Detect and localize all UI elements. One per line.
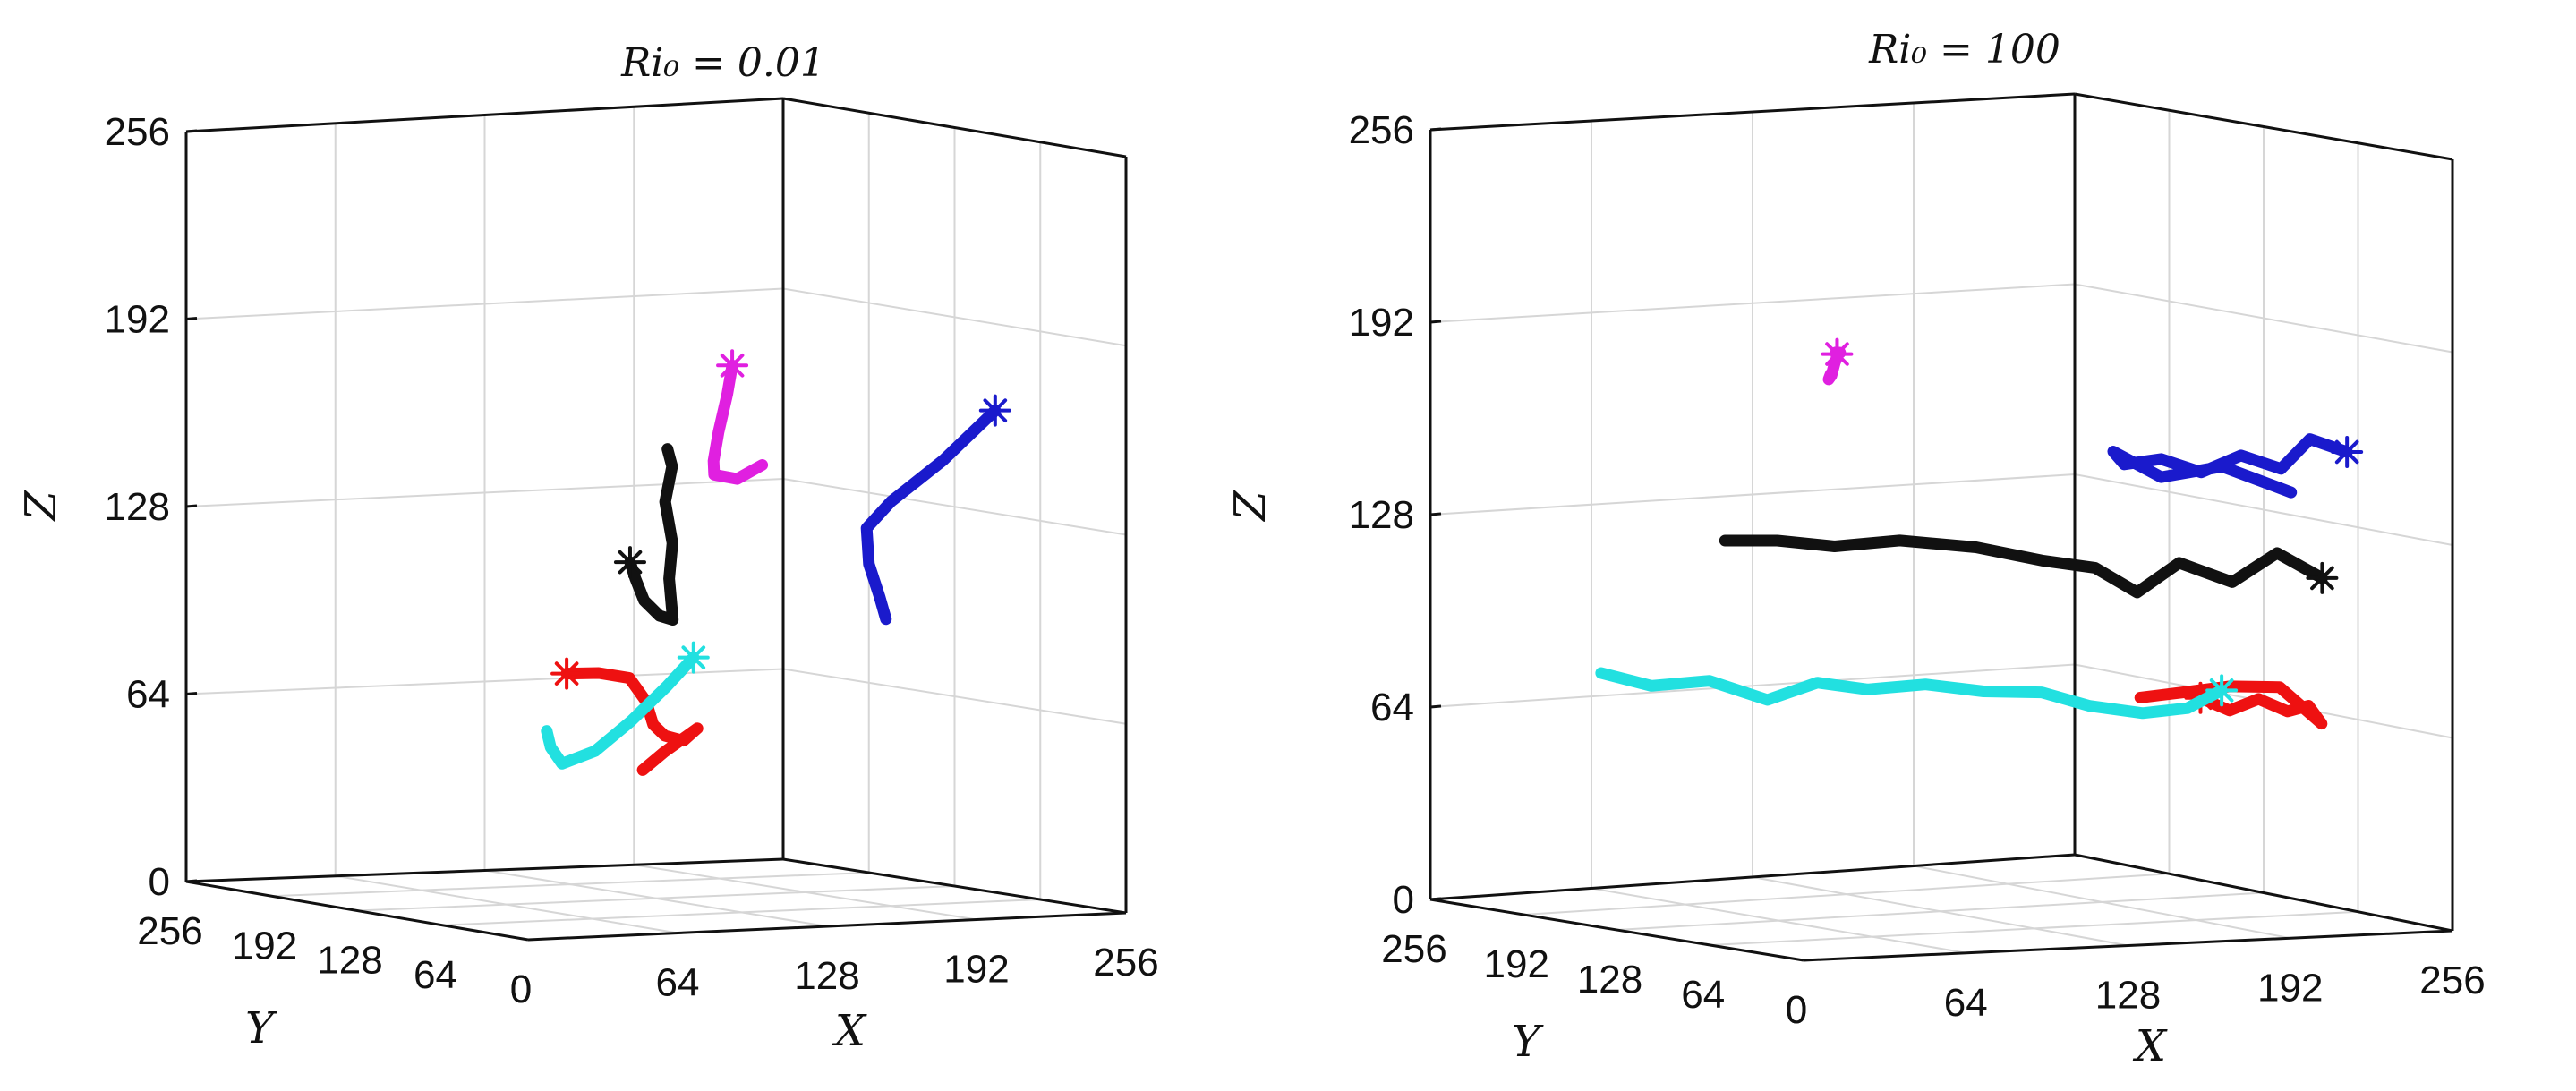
- grid-line: [185, 287, 784, 320]
- axis-box-edge: [185, 97, 784, 133]
- trajectory-series-0: [707, 359, 769, 485]
- start-marker-star-1: [2331, 435, 2364, 468]
- x-tick-label: 64: [1944, 981, 1988, 1025]
- z-tick-label: 192: [1349, 301, 1414, 345]
- trajectory-series-3: [560, 667, 704, 776]
- start-marker-star-4: [2205, 674, 2239, 707]
- x-axis-label: X: [832, 1006, 867, 1056]
- axis-box-edge: [1429, 92, 2076, 132]
- y-tick-label: 256: [1381, 927, 1446, 971]
- grid-line: [442, 899, 1041, 926]
- axis-box-edge: [1429, 853, 2076, 901]
- start-marker-star-4: [677, 641, 710, 674]
- x-tick-label: 192: [943, 948, 1009, 992]
- y-tick-label: 64: [414, 953, 457, 997]
- axis-box-edge: [185, 857, 784, 883]
- y-tick-label: 128: [1577, 958, 1642, 1002]
- x-tick-label: 256: [2419, 959, 2485, 1002]
- x-tick-label: 0: [1786, 988, 1807, 1032]
- z-tick-mark: [185, 129, 198, 133]
- x-axis-label: X: [2132, 1021, 2168, 1071]
- z-tick-mark: [185, 879, 198, 883]
- axis-box-edge: [782, 97, 1127, 158]
- grid-line: [1429, 473, 2076, 516]
- z-tick-label: 64: [126, 673, 170, 717]
- axis-box-edge: [185, 880, 529, 942]
- grid-line: [356, 885, 955, 912]
- z-tick-label: 0: [1393, 878, 1414, 922]
- y-tick-label: 128: [317, 939, 382, 983]
- trajectory-series-1: [2107, 433, 2353, 499]
- x-tick-label: 128: [2095, 974, 2161, 1018]
- grid-line: [1913, 865, 2290, 940]
- z-tick-label: 128: [105, 485, 170, 529]
- grid-line: [1616, 891, 2265, 931]
- grid-line: [2074, 283, 2453, 354]
- y-tick-label: 0: [510, 967, 532, 1011]
- z-tick-label: 64: [1370, 686, 1414, 729]
- trajectory-series-4: [1595, 667, 2228, 720]
- y-tick-label: 64: [1681, 973, 1725, 1017]
- z-tick-mark: [1429, 320, 1442, 324]
- start-marker-star-2: [2306, 561, 2339, 594]
- z-tick-label: 128: [1349, 493, 1414, 537]
- start-marker-star-2: [978, 394, 1011, 427]
- start-marker-star-1: [613, 546, 646, 579]
- x-tick-label: 0: [510, 967, 532, 1011]
- x-tick-label: 192: [2257, 966, 2323, 1010]
- z-axis-label: Z: [16, 490, 66, 523]
- z-tick-mark: [185, 504, 198, 508]
- grid-line: [782, 287, 1127, 347]
- z-tick-label: 0: [149, 860, 170, 904]
- z-tick-mark: [1429, 704, 1442, 709]
- trajectory-series-4: [541, 652, 700, 770]
- axis-box-edge: [1803, 929, 2453, 962]
- axis-box-edge: [1429, 898, 1804, 962]
- axis-box-edge: [527, 911, 1127, 942]
- y-axis-label: Y: [245, 1003, 277, 1053]
- z-tick-label: 256: [1349, 108, 1414, 152]
- axis-box-edge: [782, 857, 1127, 915]
- start-marker-star-0: [716, 349, 749, 382]
- grid-line: [1710, 910, 2358, 946]
- start-marker-star-3: [550, 657, 584, 690]
- x-tick-label: 256: [1093, 941, 1158, 984]
- grid-line: [2074, 473, 2453, 546]
- trajectory-series-2: [860, 405, 1002, 626]
- y-tick-label: 192: [1484, 942, 1549, 986]
- grid-line: [782, 478, 1127, 536]
- y-axis-label: Y: [1512, 1017, 1544, 1067]
- y-tick-label: 0: [1786, 988, 1807, 1032]
- z-tick-label: 256: [105, 110, 170, 154]
- y-tick-label: 256: [137, 909, 202, 953]
- axis-box-edge: [2074, 853, 2453, 933]
- grid-line: [185, 478, 784, 507]
- axis-box-edge: [2074, 92, 2453, 161]
- y-tick-label: 192: [232, 924, 297, 967]
- grid-line: [1429, 283, 2076, 323]
- z-tick-mark: [1429, 127, 1442, 132]
- chart-title: Ri₀ = 100: [1868, 27, 2060, 72]
- trajectory-series-2: [1719, 534, 2328, 599]
- x-tick-label: 128: [794, 954, 859, 998]
- trajectory-series-1: [624, 443, 679, 626]
- grid-line: [634, 864, 977, 921]
- start-marker-star-0: [1821, 337, 1854, 371]
- z-tick-mark: [185, 317, 198, 320]
- chart-title: Ri₀ = 0.01: [620, 40, 825, 86]
- z-axis-label: Z: [1225, 490, 1275, 523]
- z-tick-mark: [1429, 512, 1442, 516]
- x-tick-label: 64: [656, 961, 700, 1005]
- z-tick-label: 192: [105, 298, 170, 342]
- z-tick-mark: [185, 692, 198, 695]
